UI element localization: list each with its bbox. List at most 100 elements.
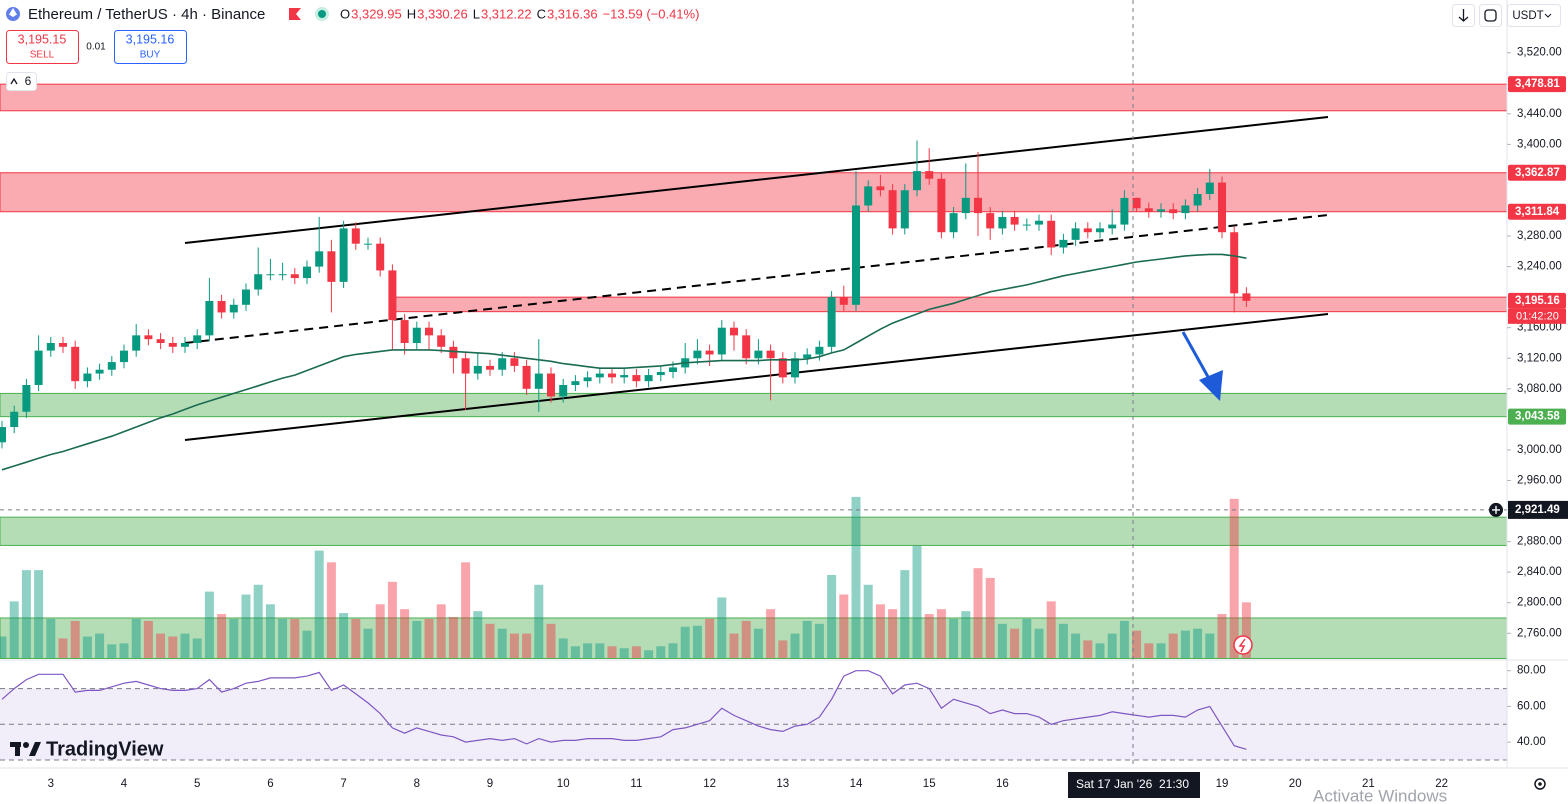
candle-body: [290, 274, 299, 279]
reset-icon: [1484, 9, 1497, 22]
volume-bar: [644, 650, 654, 658]
volume-bar: [46, 618, 56, 658]
sell-price: 3,195.15: [18, 32, 67, 46]
volume-bar: [802, 620, 812, 658]
candle-body: [608, 373, 616, 378]
buy-label: BUY: [140, 50, 161, 61]
x-tick-label: 3: [48, 778, 54, 790]
y-tick-label: 3,440.00: [1517, 108, 1562, 120]
volume-bar: [619, 648, 629, 658]
candle-body: [1047, 220, 1056, 248]
candle-body: [266, 274, 275, 276]
price-label: 3,362.87: [1515, 167, 1560, 179]
volume-bar: [546, 623, 556, 658]
volume-bar: [339, 613, 349, 658]
ohlc-value: 3,312.22: [481, 6, 532, 21]
candle-body: [864, 186, 873, 206]
volume-bar: [326, 562, 336, 658]
volume-bar: [485, 623, 495, 658]
candle-body: [876, 186, 885, 191]
rsi-tick-label: 60.00: [1517, 700, 1546, 712]
candle-body: [193, 335, 202, 343]
candle-body: [1108, 224, 1117, 229]
x-tick-label: 10: [557, 778, 570, 790]
volume-bar: [1119, 620, 1129, 658]
flag-icon[interactable]: [289, 8, 301, 20]
volume-bar: [607, 646, 617, 658]
volume-bar: [1071, 633, 1081, 658]
candle-body: [364, 243, 372, 245]
y-tick-label: 3,400.00: [1517, 138, 1562, 150]
volume-bar: [302, 630, 312, 658]
x-tick-label: 11: [630, 778, 642, 790]
candle-body: [303, 266, 311, 279]
price-label: 3,043.58: [1515, 411, 1560, 423]
moving-average: [1, 253, 1247, 471]
volume-bar: [290, 618, 300, 658]
buy-button[interactable]: [114, 30, 187, 64]
spread: 0.01: [86, 42, 106, 53]
volume-bar: [827, 575, 837, 658]
candle-body: [217, 300, 226, 313]
volume-bar: [424, 618, 434, 658]
volume-bar: [778, 640, 788, 658]
symbol-title[interactable]: Ethereum / TetherUS · 4h · Binance: [28, 6, 265, 23]
reset-button[interactable]: [1479, 4, 1502, 27]
candle-body: [620, 375, 629, 378]
volume-bar: [1034, 628, 1044, 658]
rsi-pane: [0, 670, 1507, 761]
zone: [0, 172, 1508, 213]
volume-bar: [1205, 633, 1215, 658]
arrow-head: [1199, 370, 1223, 401]
candle-body: [1120, 197, 1129, 225]
candle-body: [839, 297, 848, 305]
price-label-box: [1508, 164, 1566, 181]
sell-label: SELL: [30, 50, 55, 61]
volume-bar: [119, 643, 129, 658]
sell-button[interactable]: [6, 30, 79, 64]
volume-bar: [1058, 623, 1068, 658]
status-dot[interactable]: [318, 10, 326, 18]
price-label: 3,311.84: [1515, 206, 1560, 218]
candle-body: [595, 373, 604, 378]
price-label-box: [1508, 292, 1566, 309]
price-label-box: [1508, 203, 1566, 220]
settings-icon[interactable]: [1534, 778, 1546, 790]
alert-icon[interactable]: [1233, 635, 1253, 655]
candle-body: [437, 335, 446, 347]
x-tick-label: 12: [703, 778, 716, 790]
candle-body: [205, 300, 214, 336]
ohlc-value: 3,316.36: [547, 6, 598, 21]
volume-bar: [265, 604, 275, 658]
y-tick-label: 3,160.00: [1517, 322, 1562, 334]
candle-body: [1169, 209, 1178, 214]
y-tick-label: 2,800.00: [1517, 597, 1562, 609]
crosshair-price-box: [1508, 500, 1568, 519]
trendline-upper: [184, 116, 1329, 244]
candle-body: [986, 213, 995, 229]
candle-body: [46, 342, 55, 351]
candle-body: [0, 427, 6, 443]
volume-bar: [1217, 614, 1227, 658]
volume-bar: [961, 611, 971, 658]
candle-body: [1181, 205, 1190, 214]
volume-bar: [180, 633, 190, 658]
volume-bar: [509, 633, 519, 658]
candle-body: [498, 358, 507, 370]
candle-body: [534, 373, 543, 389]
volume-bar: [192, 638, 202, 658]
indicators-toggle[interactable]: [6, 72, 37, 91]
volume-bar: [583, 643, 593, 658]
candle-body: [669, 367, 677, 373]
volume-bar: [461, 562, 471, 658]
currency-button[interactable]: [1507, 4, 1561, 27]
volume-bar: [1010, 628, 1020, 658]
x-tick-label: 9: [487, 778, 493, 790]
candle-body: [486, 365, 494, 370]
candle-body: [83, 373, 92, 382]
logo-text[interactable]: TradingView: [46, 738, 164, 760]
x-tick-label: 4: [121, 778, 128, 790]
candle-body: [1144, 208, 1153, 212]
